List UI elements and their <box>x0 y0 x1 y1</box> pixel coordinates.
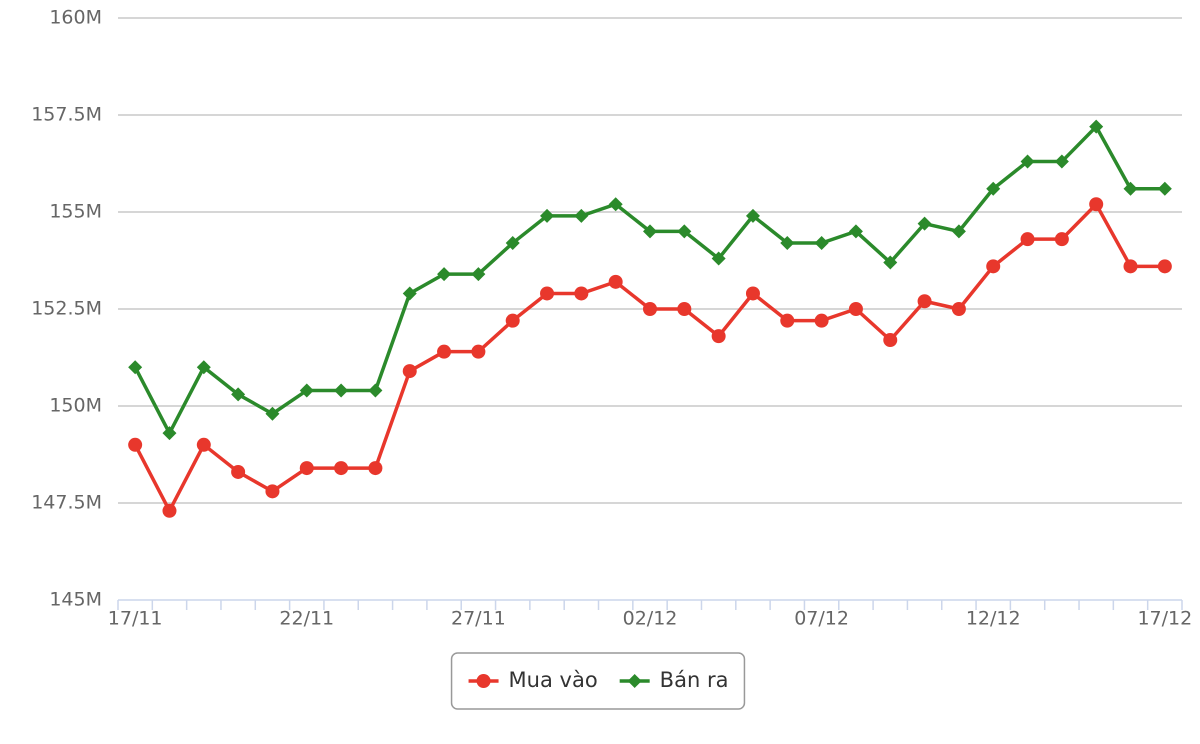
point <box>1157 259 1172 274</box>
point <box>677 302 692 316</box>
point <box>711 251 726 266</box>
point <box>334 461 349 476</box>
point <box>540 208 555 223</box>
x-tick-label: 27/11 <box>451 608 506 630</box>
series-line <box>133 123 1165 437</box>
point <box>1157 181 1172 196</box>
point <box>951 224 966 239</box>
point <box>476 674 491 688</box>
point <box>299 461 314 476</box>
point <box>299 383 314 398</box>
point <box>608 197 623 212</box>
series-line <box>133 201 1165 515</box>
x-tick-label: 12/12 <box>966 608 1021 630</box>
point <box>917 216 932 231</box>
point <box>265 484 280 499</box>
point <box>711 329 726 344</box>
point <box>677 224 692 239</box>
x-tick-label: 07/12 <box>794 608 849 630</box>
point <box>334 383 349 398</box>
point <box>643 224 657 239</box>
point <box>437 267 452 282</box>
point <box>368 383 383 398</box>
y-tick-label: 147.5M <box>31 492 102 514</box>
point <box>780 313 795 328</box>
point <box>608 274 623 289</box>
point <box>1123 259 1138 274</box>
point <box>627 674 642 688</box>
point <box>196 360 211 375</box>
point <box>1020 154 1035 169</box>
point <box>128 437 143 452</box>
point <box>574 286 589 301</box>
y-tick-label: 145M <box>49 589 102 611</box>
point <box>780 236 795 251</box>
point <box>471 344 486 359</box>
legend-label[interactable]: Bán ra <box>660 668 729 692</box>
point <box>1054 154 1069 169</box>
point <box>265 406 280 421</box>
point <box>1089 119 1104 134</box>
point <box>814 236 829 251</box>
legend-label[interactable]: Mua vào <box>509 668 598 692</box>
point <box>1020 232 1035 247</box>
point <box>848 302 863 316</box>
point <box>1123 181 1138 196</box>
point <box>540 286 555 301</box>
point <box>231 464 246 479</box>
point <box>231 387 246 402</box>
point <box>643 302 657 316</box>
point <box>745 286 760 301</box>
point <box>986 259 1001 274</box>
x-tick-label: 17/12 <box>1137 608 1192 630</box>
point <box>745 208 760 223</box>
point <box>196 437 211 452</box>
point <box>505 313 520 328</box>
point <box>814 313 829 328</box>
legend-box <box>450 652 746 710</box>
y-tick-label: 152.5M <box>31 298 102 320</box>
point <box>128 360 143 375</box>
point <box>402 286 417 301</box>
point <box>574 208 589 223</box>
x-tick-label: 02/12 <box>623 608 678 630</box>
point <box>505 236 520 251</box>
y-tick-label: 157.5M <box>31 104 102 126</box>
point <box>883 333 898 348</box>
point <box>917 294 932 309</box>
y-tick-label: 160M <box>49 7 102 29</box>
legend: Mua vào Bán ra <box>450 652 746 710</box>
point <box>471 267 486 282</box>
point <box>951 302 966 316</box>
y-tick-label: 150M <box>49 395 102 417</box>
point <box>883 255 898 270</box>
point <box>848 224 863 239</box>
point <box>368 461 383 476</box>
point <box>1054 232 1069 247</box>
y-tick-label: 155M <box>49 201 102 223</box>
point <box>1089 197 1104 212</box>
x-tick-label: 22/11 <box>279 608 334 630</box>
point <box>986 181 1001 196</box>
point <box>402 364 417 379</box>
point <box>162 503 177 518</box>
point <box>437 344 452 359</box>
x-tick-label: 17/11 <box>108 608 163 630</box>
point <box>162 426 177 441</box>
